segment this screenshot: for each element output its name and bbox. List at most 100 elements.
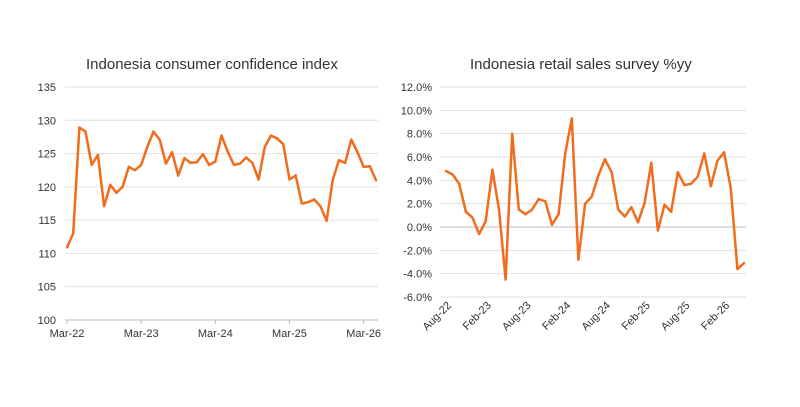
data-point: [374, 179, 378, 182]
data-point: [444, 169, 448, 173]
data-point: [226, 150, 229, 153]
x-tick-label: Aug-25: [659, 300, 693, 334]
y-tick-label: 2.0%: [407, 199, 432, 211]
data-point: [146, 145, 149, 149]
data-point: [656, 229, 660, 232]
data-point: [306, 200, 310, 204]
data-point: [170, 151, 174, 154]
data-point: [451, 173, 454, 176]
y-tick-label: 135: [38, 82, 56, 94]
data-point: [214, 160, 217, 163]
y-tick-label: 12.0%: [401, 82, 432, 94]
y-tick-label: -6.0%: [403, 292, 432, 304]
y-tick-label: 120: [38, 182, 56, 194]
y-tick-label: 110: [38, 248, 56, 260]
data-point: [616, 208, 620, 211]
data-point: [623, 215, 626, 218]
y-tick-label: 115: [38, 215, 56, 227]
data-point: [477, 232, 481, 236]
y-tick-label: 130: [38, 115, 56, 127]
data-point: [362, 165, 365, 169]
data-point: [709, 184, 713, 188]
data-point: [232, 163, 236, 167]
data-point: [570, 117, 574, 120]
data-point: [537, 197, 540, 201]
data-point: [263, 145, 266, 149]
data-point: [294, 174, 297, 177]
data-point: [220, 134, 223, 137]
data-point: [497, 208, 501, 211]
y-tick-label: -2.0%: [403, 245, 432, 257]
data-point: [676, 170, 679, 174]
data-point: [590, 195, 593, 198]
data-point: [350, 138, 353, 141]
data-point: [517, 208, 521, 211]
data-point: [603, 158, 607, 161]
data-point: [504, 278, 507, 281]
y-tick-label: 4.0%: [407, 175, 432, 187]
data-point: [201, 153, 205, 156]
data-point: [313, 198, 316, 201]
data-point: [564, 152, 567, 155]
data-point: [722, 151, 726, 154]
data-point: [207, 163, 211, 167]
data-point: [189, 161, 192, 165]
y-tick-label: 0.0%: [407, 222, 432, 234]
y-tick-label: 6.0%: [407, 152, 432, 164]
x-tick-label: Aug-24: [579, 300, 613, 334]
data-point: [343, 161, 347, 165]
data-point: [177, 174, 180, 177]
data-point: [300, 202, 304, 205]
data-point: [121, 185, 124, 189]
data-point: [669, 210, 673, 214]
retail-sales-chart: -6.0% -4.0% -2.0% 0.0% 2.0% 4.0% 6.0% 8.0% 10.0%…: [401, 82, 746, 334]
data-point: [337, 159, 341, 162]
x-tick-label: Feb-26: [699, 300, 732, 333]
data-point: [511, 132, 514, 135]
data-point: [139, 163, 143, 167]
data-point: [484, 219, 487, 223]
series-line: [65, 126, 378, 248]
data-point: [689, 182, 693, 186]
series-line: [445, 117, 745, 281]
data-point: [716, 159, 719, 162]
y-tick-label: 105: [38, 282, 56, 294]
data-point: [288, 178, 291, 181]
data-point: [84, 130, 87, 133]
data-point: [742, 261, 746, 265]
x-tick-label: Feb-24: [540, 300, 573, 333]
data-point: [643, 201, 646, 204]
data-point: [152, 130, 155, 133]
data-point: [158, 138, 161, 141]
data-point: [471, 216, 474, 219]
x-tick-label: Mar-23: [124, 328, 159, 340]
data-point: [696, 175, 699, 179]
x-tick-label: Mar-22: [50, 328, 85, 340]
data-point: [195, 161, 198, 164]
data-point: [65, 246, 69, 249]
data-point: [729, 187, 732, 190]
x-tick-label: Mar-25: [272, 328, 307, 340]
data-point: [583, 202, 587, 205]
data-point: [368, 165, 372, 168]
x-tick-label: Feb-23: [461, 300, 494, 333]
data-point: [109, 183, 112, 187]
data-point: [630, 205, 633, 209]
data-point: [133, 169, 137, 172]
y-tick-label: 100: [38, 315, 56, 327]
data-point: [703, 152, 706, 155]
data-point: [319, 204, 322, 208]
data-point: [597, 174, 600, 177]
consumer-confidence-panel: Indonesia consumer confidence index 100 1…: [0, 0, 400, 402]
data-point: [115, 191, 118, 195]
data-point: [663, 203, 666, 207]
consumer-confidence-chart: 100 105 110 115 120 125 130 135 Mar-22 Mar-23 Mar-…: [38, 82, 381, 340]
data-point: [238, 162, 242, 165]
data-point: [610, 170, 613, 174]
data-point: [183, 157, 186, 160]
data-point: [544, 200, 547, 203]
data-point: [736, 267, 739, 271]
data-point: [331, 179, 334, 182]
data-point: [650, 161, 653, 165]
